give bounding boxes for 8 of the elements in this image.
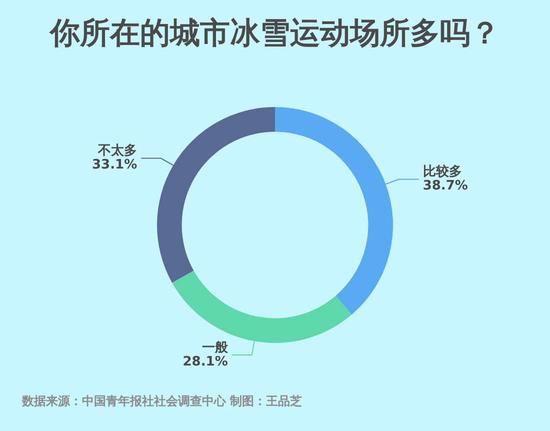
slice-label: 不太多: [97, 144, 138, 159]
data-label: 33.1%: [92, 158, 138, 173]
data-label: 28.1%: [182, 354, 228, 370]
slice-label: 比较多: [422, 164, 462, 180]
source-note: 数据来源：中国青年报社社会调查中心 制图：王品芝: [22, 393, 302, 409]
slice-label: 一般: [202, 340, 229, 356]
data-label: 38.7%: [422, 178, 468, 194]
chart-title: 你所在的城市冰雪运动场所多吗？: [48, 15, 501, 53]
